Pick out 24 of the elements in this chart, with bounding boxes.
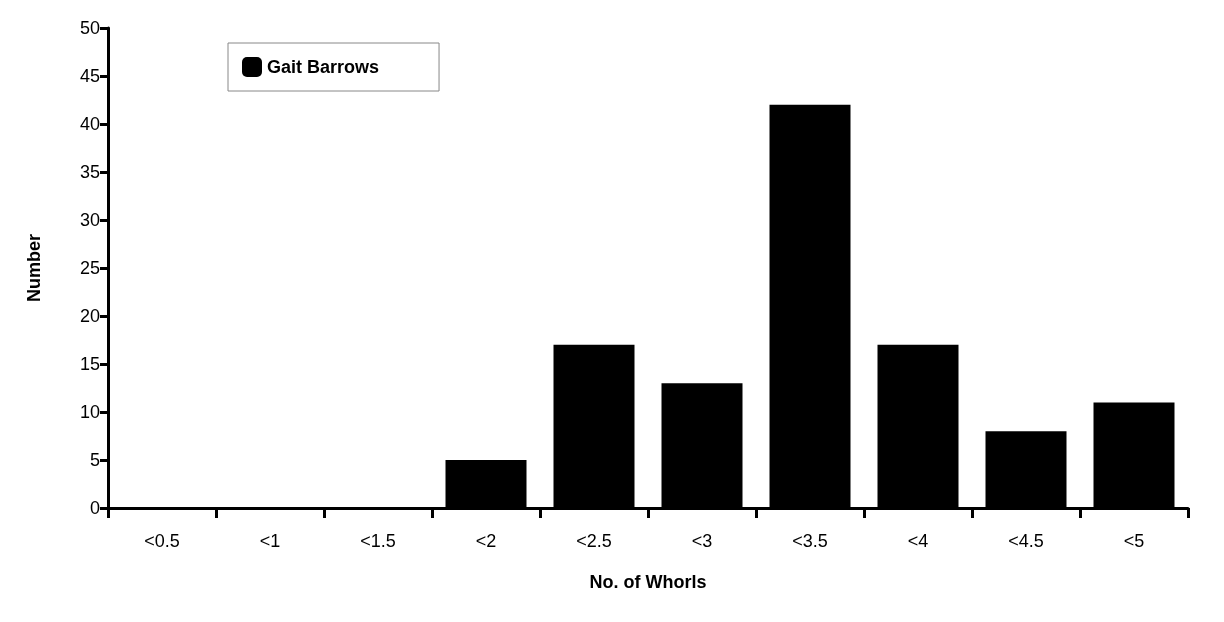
y-tick-label: 45	[79, 66, 100, 86]
x-axis-title: No. of Whorls	[589, 572, 707, 592]
legend-label: Gait Barrows	[267, 57, 380, 77]
y-tick-label: 0	[89, 498, 100, 518]
y-tick-label: 25	[79, 258, 100, 278]
y-tick-label: 30	[79, 210, 100, 230]
x-tick-label: <4.5	[1008, 531, 1044, 551]
y-tick-label: 10	[79, 402, 100, 422]
x-tick-label: <3	[691, 531, 713, 551]
y-tick-label: 15	[79, 354, 100, 374]
y-tick-label: 40	[79, 114, 100, 134]
x-tick-label: <3.5	[792, 531, 828, 551]
y-axis-title: Number	[24, 233, 44, 303]
x-tick-label: <4	[907, 531, 929, 551]
x-tick-label: <1.5	[360, 531, 396, 551]
y-tick-label: 35	[79, 162, 100, 182]
x-tick-label: <5	[1123, 531, 1145, 551]
x-tick-label: <2.5	[576, 531, 612, 551]
x-tick-label: <1	[259, 531, 281, 551]
y-tick-label: 50	[79, 18, 100, 38]
y-tick-label: 5	[89, 450, 100, 470]
y-tick-label: 20	[79, 306, 100, 326]
x-tick-label: <2	[475, 531, 497, 551]
x-tick-label: <0.5	[144, 531, 180, 551]
